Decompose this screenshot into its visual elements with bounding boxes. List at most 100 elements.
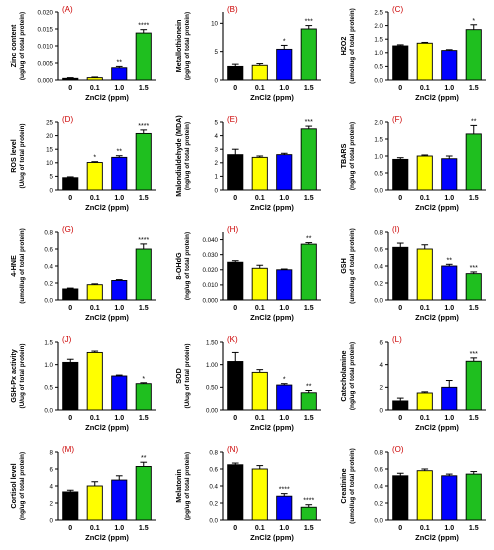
bar-1-0 [111,479,128,521]
panel-f: (F) TBARS (ng/ug of total protein) 0.0 0.5 1.… [339,115,486,212]
x-tick-label: 0 [233,305,237,312]
x-tick-label: 0.1 [90,85,100,92]
panel-a: (A) Zinc content (ug/ug of total protein) 0… [9,5,156,102]
x-tick-label: 0 [68,195,72,202]
x-tick-label: 0 [233,525,237,532]
y-tick-label: 0.00 [206,407,219,414]
x-axis-title: ZnCl2 (ppm) [415,313,459,322]
y-tick-label: 0.020 [38,9,54,16]
y-axis-unit: (U/ug of total protein) [19,344,26,409]
x-tick-label: 0 [68,85,72,92]
y-tick-label: 0.000 [38,77,54,84]
y-tick-label: 0.0 [44,297,53,304]
x-tick-label: 1.5 [139,195,149,202]
bar-1-5 [300,392,317,411]
x-tick-label: 1.5 [469,195,479,202]
significance-marker: **** [138,237,149,244]
x-tick-label: 1.5 [469,415,479,422]
bar-1-5 [465,273,482,301]
y-tick-label: 0.0 [374,77,383,84]
y-tick-label: 0.5 [374,170,383,177]
significance-marker: * [93,155,96,162]
significance-marker: ** [471,118,477,125]
x-tick-label: 1.0 [444,195,454,202]
y-tick-label: 0.005 [38,60,54,67]
significance-marker: **** [279,487,290,494]
y-tick-label: 0.6 [44,246,53,253]
bar-0-1 [416,392,433,411]
y-tick-label: 4 [50,483,54,490]
bar-1-0 [276,384,293,411]
y-axis-title: GSH-Px activity [9,349,18,403]
x-tick-label: 1.0 [114,525,124,532]
x-tick-label: 1.0 [114,195,124,202]
significance-marker: * [283,377,286,384]
y-tick-label: 1.5 [44,339,53,346]
x-tick-label: 0.1 [420,85,430,92]
bar-0-1 [251,64,268,81]
y-axis-title: SOD [174,368,183,384]
y-tick-label: 0.015 [38,26,54,33]
y-axis-unit: (ng/ug of total protein) [19,452,26,520]
panel-b: (B) Metallothionein (pg/ug of total protei… [174,5,321,102]
y-tick-label: 1.00 [206,362,219,369]
y-axis-unit: (umol/ug of total protein) [19,228,26,304]
panel-c: (C) H2O2 (umol/ug of total protein) 0.0 0.5 1… [339,5,486,102]
y-tick-label: 1.0 [44,362,53,369]
bar-1-5 [135,466,152,521]
bar-0-1 [86,485,103,521]
significance-marker: * [472,18,475,25]
y-tick-label: 0.8 [44,229,53,236]
y-axis-unit: (pg/ug of total protein) [184,452,191,520]
x-axis-title: ZnCl2 (ppm) [85,93,129,102]
x-tick-label: 0 [68,525,72,532]
panel-letter: (B) [227,5,238,14]
y-axis-title: ROS level [9,139,18,173]
x-tick-label: 1.0 [114,305,124,312]
x-tick-label: 0.1 [420,195,430,202]
y-axis-title: TBARS [339,143,348,168]
y-tick-label: 25 [46,119,53,126]
y-tick-label: 0 [215,187,219,194]
x-tick-label: 0.1 [255,525,265,532]
y-tick-label: 0.6 [374,246,383,253]
bar-0-1 [86,162,103,191]
x-tick-label: 0 [398,85,402,92]
bar-0-1 [416,470,433,521]
bar-0 [392,158,409,191]
y-tick-label: 0.6 [209,466,218,473]
y-tick-label: 0.2 [44,280,53,287]
y-tick-label: 1.5 [374,136,383,143]
y-axis-unit: (ng/ug of total protein) [349,342,356,410]
bar-1-0 [441,265,458,301]
bar-0 [392,475,409,521]
y-tick-label: 0.0 [209,517,218,524]
bar-1-5 [465,360,482,411]
bar-1-5 [135,132,152,191]
x-tick-label: 1.0 [279,305,289,312]
significance-marker: **** [138,23,149,30]
y-tick-label: 5 [215,119,219,126]
panel-letter: (I) [392,225,400,234]
y-tick-label: 0.030 [203,252,219,259]
x-tick-label: 1.5 [304,85,314,92]
y-axis-title: Melatonin [174,469,183,503]
y-tick-label: 0.4 [374,483,383,490]
y-axis-unit: (U/ug of total protein) [184,344,191,409]
y-tick-label: 0.010 [203,282,219,289]
bar-0 [62,288,79,301]
y-axis-title: Creatinine [339,468,348,503]
y-tick-label: 4 [215,133,219,140]
y-axis-title: Zinc content [9,24,18,67]
y-tick-label: 3 [215,147,219,154]
x-tick-label: 0.1 [90,195,100,202]
x-axis-title: ZnCl2 (ppm) [250,423,294,432]
panel-m: (M) Cortisol level (ng/ug of total protein… [9,445,156,542]
bar-1-5 [465,473,482,521]
x-tick-label: 0.1 [90,415,100,422]
bar-1-5 [135,32,152,81]
y-tick-label: 0.0 [374,187,383,194]
bar-0 [62,177,79,191]
y-tick-label: 0.4 [374,263,383,270]
